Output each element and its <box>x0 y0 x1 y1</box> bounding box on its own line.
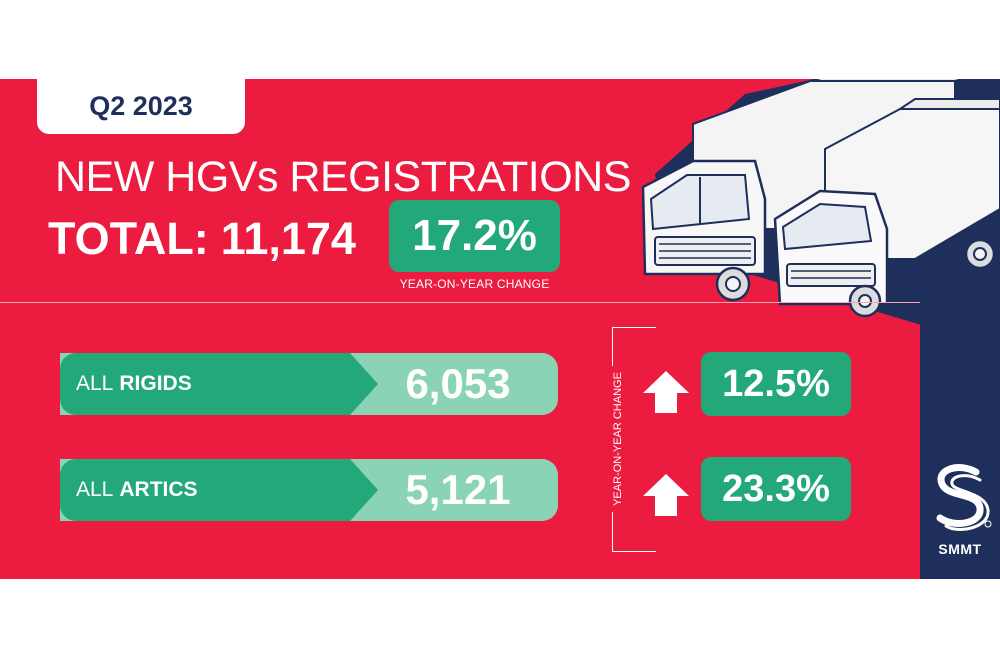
total-label: TOTAL: <box>48 213 209 264</box>
total-registrations: TOTAL: 11,174 <box>48 213 356 265</box>
rigids-change-badge: 12.5% <box>701 352 851 416</box>
segment-label: ALL ARTICS <box>60 459 378 521</box>
divider <box>0 302 920 303</box>
arrow-up-icon <box>643 371 689 413</box>
smmt-s-logo-icon <box>936 464 992 531</box>
segment-row-artics: ALL ARTICS 5,121 <box>60 459 558 521</box>
segment-row-rigids: ALL RIGIDS 6,053 <box>60 353 558 415</box>
segment-value: 6,053 <box>405 360 511 407</box>
yoy-side-label: YEAR-ON-YEAR CHANGE <box>612 366 624 512</box>
segment-name: ARTICS <box>119 478 198 501</box>
segment-name: RIGIDS <box>119 372 192 395</box>
quarter-tab: Q2 2023 <box>37 79 245 134</box>
total-value: 11,174 <box>220 213 356 264</box>
segment-label: ALL RIGIDS <box>60 353 378 415</box>
page-title: NEW HGVs REGISTRATIONS <box>55 153 631 201</box>
segment-prefix: ALL <box>76 478 114 501</box>
arrow-up-icon <box>643 474 689 516</box>
segment-prefix: ALL <box>76 372 114 395</box>
total-change-caption: YEAR-ON-YEAR CHANGE <box>399 277 550 291</box>
segment-value: 5,121 <box>405 466 511 513</box>
artics-change-badge: 23.3% <box>701 457 851 521</box>
trucks-illustration-icon <box>641 79 1000 329</box>
infographic-panel: Q2 2023 NEW HGVs REGISTRATIONS TOTAL: 11,… <box>0 79 1000 579</box>
brand-name: SMMT <box>938 541 982 557</box>
total-change-badge: 17.2% <box>389 200 560 272</box>
